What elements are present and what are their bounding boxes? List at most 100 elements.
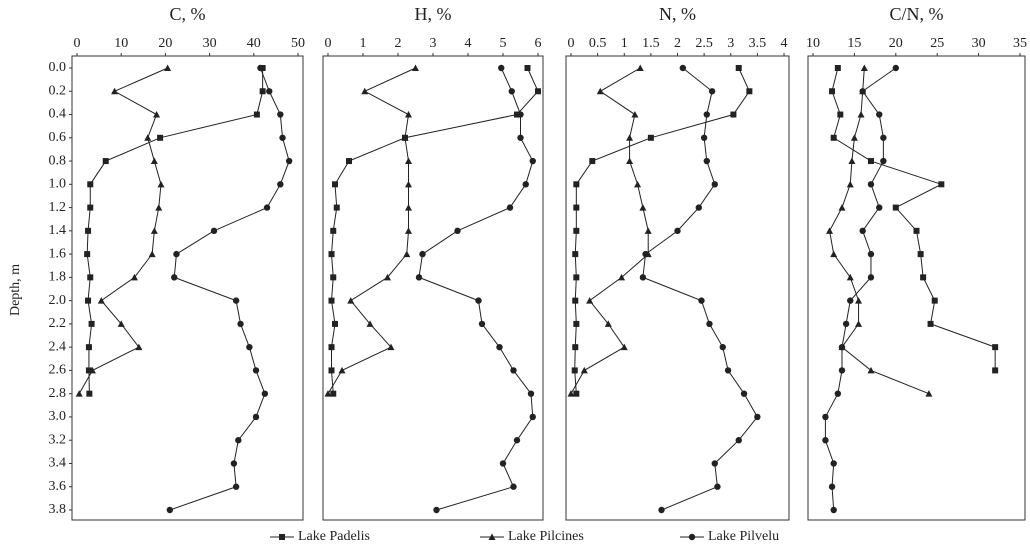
marker <box>510 367 517 374</box>
marker <box>87 274 94 281</box>
series-line <box>327 67 416 394</box>
marker <box>822 437 829 444</box>
marker <box>475 297 482 304</box>
marker <box>822 413 829 421</box>
y-tick-label: 2.0 <box>49 293 67 308</box>
x-tick-label: 40 <box>247 36 261 51</box>
marker <box>529 413 536 421</box>
x-tick-label: 3 <box>727 36 734 51</box>
x-tick-label: 0 <box>74 36 81 51</box>
y-tick-label: 1.0 <box>49 177 67 192</box>
y-tick-label: 3.4 <box>49 456 67 471</box>
marker <box>510 483 517 490</box>
x-tick-label: 10 <box>114 36 128 51</box>
marker <box>387 343 395 351</box>
marker <box>263 204 271 211</box>
marker <box>87 181 94 188</box>
legend-label: Lake Pilvelu <box>708 529 779 544</box>
marker <box>708 88 716 95</box>
marker <box>164 64 172 71</box>
marker <box>855 320 863 327</box>
marker <box>338 366 346 374</box>
marker <box>892 64 899 72</box>
marker <box>572 344 579 351</box>
marker <box>384 273 391 281</box>
marker <box>157 134 164 141</box>
marker <box>513 437 521 444</box>
series-line <box>831 67 996 371</box>
marker <box>246 343 253 351</box>
marker <box>150 227 158 234</box>
marker <box>830 134 837 141</box>
marker <box>535 88 541 95</box>
x-tick-label: 6 <box>535 36 542 51</box>
marker <box>259 88 266 95</box>
marker <box>405 111 412 118</box>
marker <box>415 274 423 281</box>
marker <box>639 274 647 281</box>
x-tick-label: 30 <box>203 36 217 51</box>
marker <box>155 204 163 211</box>
marker <box>252 413 260 421</box>
plot-frame <box>807 55 1026 521</box>
marker <box>647 134 654 141</box>
marker <box>405 227 412 234</box>
marker <box>84 251 91 258</box>
marker <box>277 111 284 118</box>
marker <box>135 343 143 351</box>
marker <box>735 65 742 71</box>
legend-label: Lake Padelis <box>298 529 370 544</box>
marker <box>927 320 934 327</box>
y-tick-label: 0.6 <box>49 130 67 145</box>
x-tick-label: 4 <box>781 36 788 51</box>
marker <box>330 274 337 281</box>
marker <box>130 273 138 281</box>
marker <box>846 273 854 281</box>
y-axis-label: Depth, m <box>8 264 23 316</box>
x-tick-label: 25 <box>930 36 944 51</box>
marker <box>433 506 440 514</box>
marker <box>735 437 742 444</box>
marker <box>517 111 524 118</box>
marker <box>846 180 854 188</box>
marker <box>571 367 578 374</box>
y-tick-label: 2.4 <box>49 339 67 354</box>
marker <box>847 297 854 304</box>
marker <box>857 111 865 118</box>
marker <box>695 204 702 211</box>
marker <box>850 134 858 141</box>
marker <box>724 367 732 374</box>
marker <box>405 204 412 211</box>
marker <box>285 157 293 165</box>
marker <box>478 320 486 328</box>
marker <box>631 111 639 118</box>
marker <box>150 157 158 165</box>
marker <box>829 88 836 95</box>
x-tick-label: 1 <box>360 36 367 51</box>
x-tick-label: 35 <box>1013 36 1027 51</box>
marker <box>401 134 409 141</box>
marker <box>834 65 841 71</box>
marker <box>867 274 875 281</box>
marker <box>589 158 596 165</box>
y-tick-label: 3.0 <box>49 409 67 424</box>
y-tick-label: 2.2 <box>49 316 67 331</box>
marker <box>642 250 649 258</box>
marker <box>324 390 332 397</box>
marker <box>529 157 536 165</box>
y-tick-label: 0.4 <box>49 107 67 122</box>
x-tick-label: 2 <box>395 36 402 51</box>
marker <box>674 227 681 235</box>
marker <box>700 134 708 141</box>
marker <box>876 204 883 211</box>
marker <box>917 251 924 258</box>
marker <box>586 297 594 304</box>
marker <box>524 65 531 71</box>
marker <box>703 157 710 165</box>
marker <box>330 227 337 234</box>
marker <box>876 111 883 118</box>
y-tick-label: 3.2 <box>49 432 67 447</box>
marker <box>454 227 461 235</box>
marker <box>714 483 721 490</box>
